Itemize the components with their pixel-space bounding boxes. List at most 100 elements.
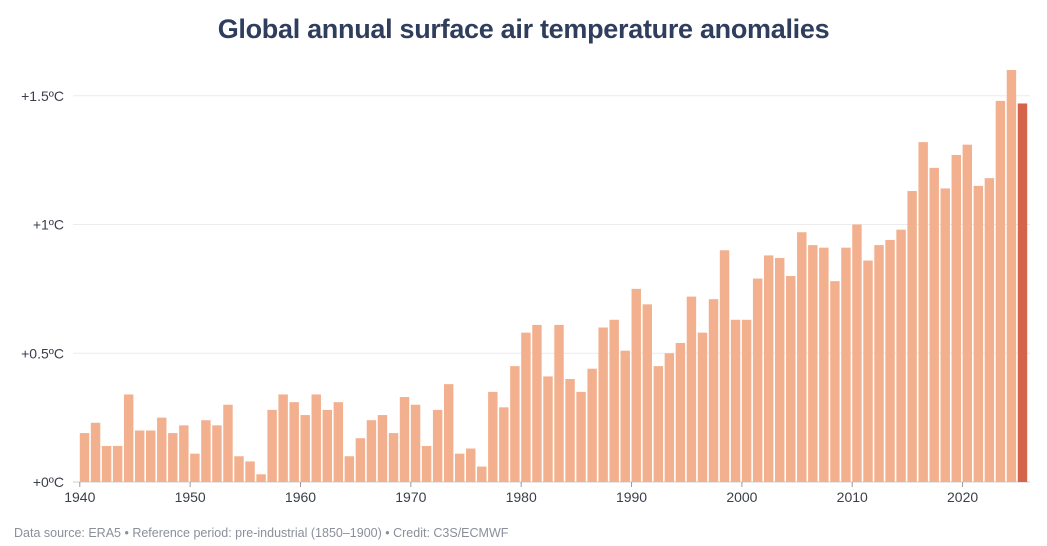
bar-1957 bbox=[267, 409, 277, 482]
bar-2019 bbox=[951, 154, 961, 482]
bar-1975 bbox=[466, 448, 476, 482]
bar-2002 bbox=[763, 255, 774, 482]
bar-1989 bbox=[620, 350, 630, 482]
bar-1966 bbox=[366, 420, 377, 482]
bar-1947 bbox=[157, 417, 167, 482]
bar-1974 bbox=[454, 453, 465, 482]
bar-2004 bbox=[786, 276, 796, 482]
bar-1950 bbox=[190, 453, 200, 482]
bar-1998 bbox=[719, 250, 730, 482]
bar-1994 bbox=[675, 342, 686, 482]
bar-1945 bbox=[134, 430, 145, 482]
bar-2001 bbox=[752, 278, 763, 482]
bar-2025 bbox=[1017, 103, 1028, 482]
bar-1995 bbox=[686, 296, 697, 482]
bar-1952 bbox=[212, 425, 222, 482]
x-tick-label: 1990 bbox=[616, 489, 647, 505]
bar-1978 bbox=[499, 407, 509, 482]
bar-1941 bbox=[90, 422, 101, 482]
bar-2007 bbox=[819, 247, 829, 482]
bar-1983 bbox=[554, 324, 564, 482]
bar-1985 bbox=[576, 391, 586, 482]
bar-2017 bbox=[929, 167, 939, 482]
bar-2016 bbox=[918, 142, 928, 482]
bars bbox=[79, 70, 1028, 483]
bar-2014 bbox=[896, 229, 906, 482]
bar-1965 bbox=[355, 438, 366, 482]
bar-1971 bbox=[421, 445, 432, 482]
chart-title: Global annual surface air temperature an… bbox=[217, 14, 830, 44]
bar-1986 bbox=[587, 368, 597, 482]
bar-1973 bbox=[443, 384, 454, 482]
bar-2023 bbox=[995, 100, 1006, 483]
bar-2000 bbox=[741, 319, 752, 482]
bar-1977 bbox=[488, 391, 498, 482]
x-tick-label: 1980 bbox=[506, 489, 537, 505]
bar-1969 bbox=[399, 397, 410, 482]
bar-2003 bbox=[774, 257, 785, 482]
bar-1964 bbox=[344, 456, 355, 482]
bar-1967 bbox=[377, 415, 388, 482]
bar-2021 bbox=[973, 185, 984, 482]
bar-2009 bbox=[841, 247, 851, 482]
bar-1943 bbox=[112, 445, 123, 482]
x-tick-label: 2000 bbox=[726, 489, 757, 505]
bar-1982 bbox=[543, 376, 553, 482]
bar-1959 bbox=[289, 402, 299, 482]
bar-2018 bbox=[940, 188, 950, 482]
bar-1990 bbox=[631, 288, 641, 482]
bar-1972 bbox=[432, 409, 443, 482]
bar-1958 bbox=[278, 394, 288, 482]
bar-1948 bbox=[168, 433, 178, 482]
bar-1970 bbox=[410, 404, 421, 482]
x-tick-label: 1940 bbox=[64, 489, 95, 505]
source-credit: Data source: ERA5 • Reference period: pr… bbox=[14, 526, 509, 540]
y-tick-label: +0ºC bbox=[33, 474, 64, 490]
bar-2020 bbox=[962, 144, 973, 483]
bar-1960 bbox=[300, 415, 310, 482]
bar-1999 bbox=[730, 319, 741, 482]
bar-2011 bbox=[863, 260, 873, 482]
bar-2015 bbox=[907, 191, 917, 482]
bar-1980 bbox=[521, 332, 531, 482]
bar-1951 bbox=[201, 420, 211, 482]
x-tick-label: 2010 bbox=[837, 489, 868, 505]
y-tick-label: +1.5ºC bbox=[21, 88, 64, 104]
bar-2022 bbox=[984, 178, 995, 482]
bar-1962 bbox=[322, 409, 333, 482]
bar-1987 bbox=[598, 327, 608, 482]
bar-2024 bbox=[1006, 70, 1017, 482]
x-tick-label: 1950 bbox=[175, 489, 206, 505]
x-tick-label: 1960 bbox=[285, 489, 316, 505]
bar-1997 bbox=[708, 299, 719, 482]
bar-1979 bbox=[510, 366, 520, 482]
y-tick-label: +0.5ºC bbox=[21, 345, 64, 361]
y-tick-label: +1ºC bbox=[33, 217, 64, 233]
bar-2005 bbox=[797, 232, 807, 482]
bar-1942 bbox=[101, 445, 112, 482]
bar-1956 bbox=[256, 474, 266, 482]
bar-2013 bbox=[885, 239, 895, 482]
x-tick-label: 1970 bbox=[395, 489, 426, 505]
x-tick-label: 2020 bbox=[947, 489, 978, 505]
bar-2012 bbox=[874, 245, 884, 482]
x-axis: 1940 1950 1960 1970 1980 1990 2000 2010 2020 bbox=[64, 482, 978, 505]
bar-1968 bbox=[388, 433, 399, 482]
bar-1940 bbox=[79, 433, 90, 482]
bar-1988 bbox=[609, 319, 619, 482]
bar-2006 bbox=[808, 245, 818, 482]
bar-1946 bbox=[146, 430, 156, 482]
bar-1949 bbox=[179, 425, 189, 482]
bar-2010 bbox=[852, 224, 862, 482]
bar-1984 bbox=[565, 379, 575, 482]
bar-1993 bbox=[664, 353, 675, 482]
bar-1991 bbox=[642, 304, 653, 482]
bar-1944 bbox=[123, 394, 134, 482]
bar-1981 bbox=[532, 324, 542, 482]
bar-1963 bbox=[333, 402, 344, 482]
bar-1954 bbox=[234, 456, 244, 482]
bar-1953 bbox=[223, 404, 233, 482]
bar-2008 bbox=[830, 281, 840, 482]
bar-1996 bbox=[697, 332, 708, 482]
